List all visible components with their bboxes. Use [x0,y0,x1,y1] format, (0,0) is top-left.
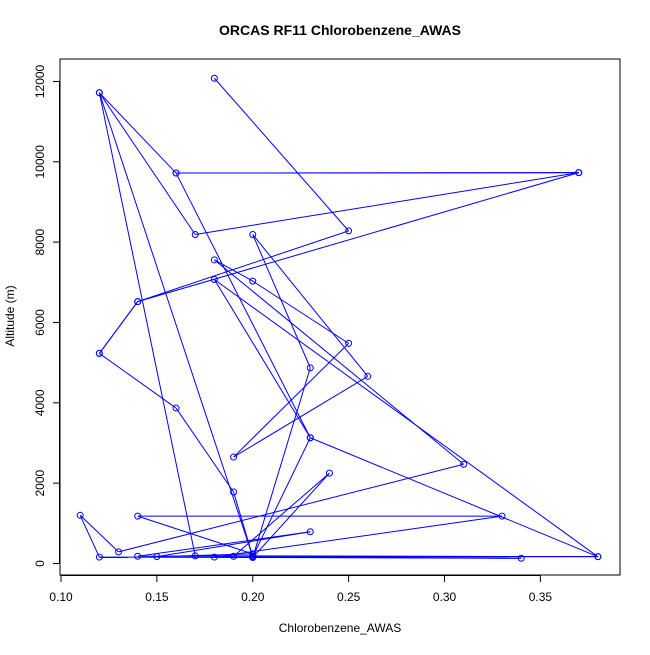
x-tick-label: 0.10 [49,590,73,604]
x-tick-label: 0.20 [241,590,265,604]
x-tick-label: 0.15 [145,590,169,604]
y-tick-label: 12000 [33,64,47,98]
x-tick-label: 0.30 [433,590,457,604]
y-tick-label: 8000 [33,228,47,255]
y-axis-label: Altitude (m) [3,285,17,346]
y-tick-label: 2000 [33,469,47,496]
x-tick-label: 0.35 [529,590,553,604]
y-tick-label: 10000 [33,145,47,179]
x-axis-label: Chlorobenzene_AWAS [279,621,402,635]
x-tick-label: 0.25 [337,590,361,604]
y-tick-label: 4000 [33,389,47,416]
chart-title: ORCAS RF11 Chlorobenzene_AWAS [219,22,461,38]
y-tick-label: 0 [33,560,47,567]
y-tick-label: 6000 [33,309,47,336]
